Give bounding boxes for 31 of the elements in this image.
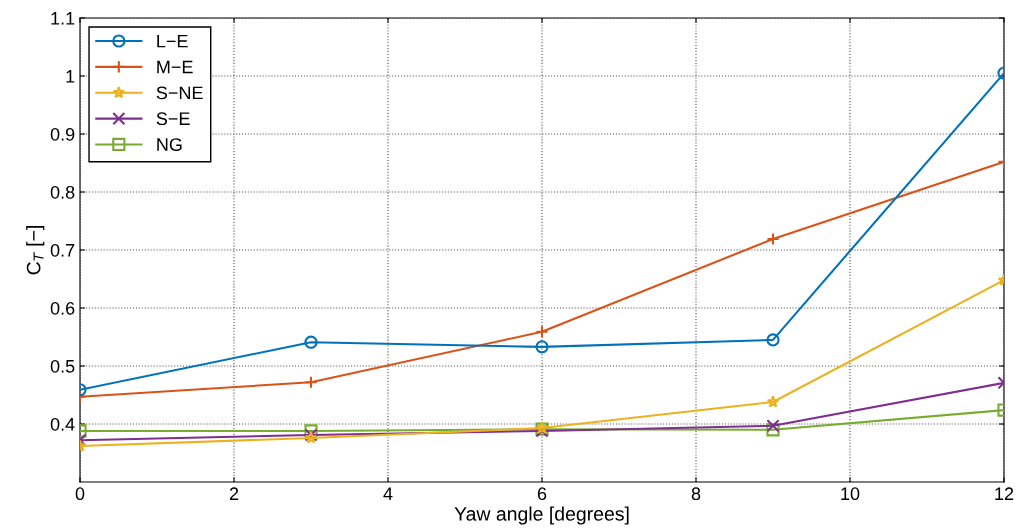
legend-label: L−E (157, 34, 188, 48)
y-tick-label: 0.9 (50, 127, 75, 141)
x-tick-label: 4 (383, 487, 393, 500)
x-tick-label: 8 (691, 487, 701, 501)
point (766, 395, 780, 408)
y-tick-label: 0.7 (50, 243, 75, 257)
x-tick-label: 10 (841, 487, 860, 501)
legend-label: NG (157, 138, 182, 151)
y-tick-label: 0.5 (50, 359, 75, 373)
point (766, 419, 780, 433)
point (766, 423, 780, 437)
x-tick-label: 6 (537, 487, 547, 501)
legend-label: M−E (157, 60, 193, 74)
legend-label: S−NE (156, 86, 203, 100)
y-axis-title: C$_{T}$ [−] (26, 226, 45, 275)
y-tick-label: 0.8 (50, 185, 75, 199)
legend-label: S−E (156, 112, 190, 126)
x-tick-label: 12 (995, 487, 1014, 500)
y-tick-label: 1.1 (51, 12, 75, 25)
y-tick-label: 0.6 (50, 301, 75, 315)
point (304, 335, 318, 349)
x-axis-title: Yaw angle [degrees] (454, 506, 629, 525)
point (535, 340, 549, 354)
point (304, 375, 318, 389)
x-tick-label: 2 (229, 487, 239, 500)
point (535, 325, 549, 339)
point (766, 232, 780, 246)
x-tick-label: 0 (75, 487, 85, 501)
y-tick-label: 1 (66, 70, 75, 83)
y-tick-label: 0.4 (50, 417, 75, 431)
point (766, 333, 780, 347)
